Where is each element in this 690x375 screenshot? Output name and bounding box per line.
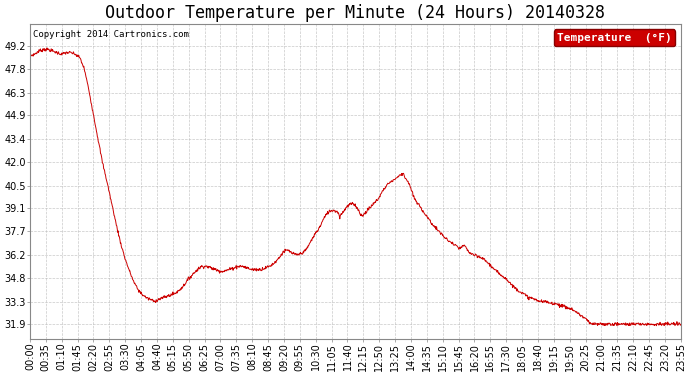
Title: Outdoor Temperature per Minute (24 Hours) 20140328: Outdoor Temperature per Minute (24 Hours… [106,4,605,22]
Legend: Temperature  (°F): Temperature (°F) [554,29,676,46]
Text: Copyright 2014 Cartronics.com: Copyright 2014 Cartronics.com [33,30,189,39]
